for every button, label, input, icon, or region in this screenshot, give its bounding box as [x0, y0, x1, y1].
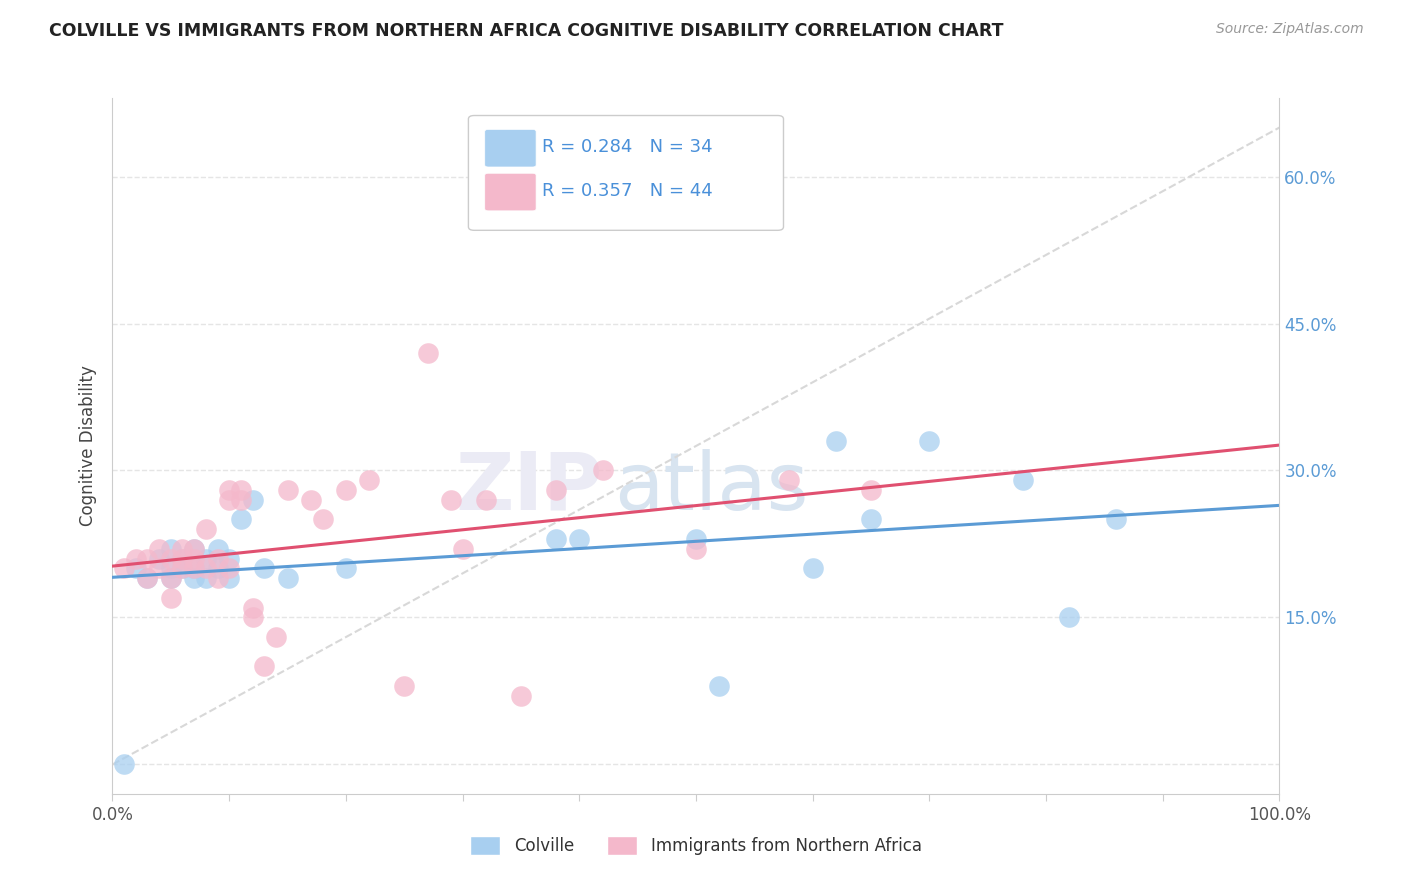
Point	[860, 512, 883, 526]
Point	[194, 551, 217, 566]
Point	[299, 492, 322, 507]
Point	[183, 551, 205, 566]
Point	[194, 561, 217, 575]
Point	[276, 571, 298, 585]
Point	[544, 532, 567, 546]
Text: R = 0.357   N = 44: R = 0.357 N = 44	[541, 182, 713, 200]
Point	[1105, 512, 1128, 526]
Point	[311, 512, 333, 526]
Point	[172, 541, 194, 556]
Point	[172, 551, 194, 566]
Text: COLVILLE VS IMMIGRANTS FROM NORTHERN AFRICA COGNITIVE DISABILITY CORRELATION CHA: COLVILLE VS IMMIGRANTS FROM NORTHERN AFR…	[49, 22, 1004, 40]
Point	[183, 571, 205, 585]
Point	[148, 541, 170, 556]
Point	[194, 571, 217, 585]
FancyBboxPatch shape	[485, 129, 536, 167]
Point	[394, 679, 416, 693]
Point	[160, 551, 183, 566]
Point	[160, 571, 183, 585]
Point	[183, 561, 205, 575]
Y-axis label: Cognitive Disability: Cognitive Disability	[79, 366, 97, 526]
Point	[509, 689, 531, 703]
Point	[709, 679, 731, 693]
FancyBboxPatch shape	[485, 173, 536, 211]
Point	[335, 483, 357, 497]
Point	[685, 541, 707, 556]
FancyBboxPatch shape	[468, 116, 783, 230]
Point	[253, 561, 276, 575]
Text: atlas: atlas	[614, 449, 808, 527]
Point	[242, 600, 264, 615]
Point	[229, 492, 252, 507]
Point	[160, 561, 183, 575]
Point	[125, 561, 148, 575]
Point	[218, 483, 240, 497]
Point	[359, 473, 381, 487]
Point	[1011, 473, 1033, 487]
Point	[335, 561, 357, 575]
Text: Source: ZipAtlas.com: Source: ZipAtlas.com	[1216, 22, 1364, 37]
Point	[112, 757, 135, 772]
Point	[183, 561, 205, 575]
Point	[1059, 610, 1081, 624]
Point	[685, 532, 707, 546]
Point	[918, 434, 941, 449]
Point	[592, 463, 614, 477]
Point	[207, 561, 229, 575]
Point	[136, 571, 159, 585]
Point	[242, 610, 264, 624]
Legend: Colville, Immigrants from Northern Africa: Colville, Immigrants from Northern Afric…	[464, 830, 928, 862]
Point	[218, 551, 240, 566]
Point	[778, 473, 800, 487]
Text: R = 0.284   N = 34: R = 0.284 N = 34	[541, 138, 713, 156]
Point	[568, 532, 591, 546]
Point	[416, 346, 439, 360]
Point	[207, 571, 229, 585]
Point	[183, 541, 205, 556]
Point	[860, 483, 883, 497]
Point	[160, 541, 183, 556]
Point	[475, 492, 498, 507]
Point	[218, 492, 240, 507]
Point	[160, 571, 183, 585]
Point	[172, 561, 194, 575]
Point	[253, 659, 276, 673]
Point	[229, 483, 252, 497]
Point	[183, 541, 205, 556]
Point	[218, 571, 240, 585]
Point	[451, 541, 474, 556]
Point	[264, 630, 287, 644]
Point	[148, 551, 170, 566]
Point	[160, 591, 183, 605]
Point	[148, 561, 170, 575]
Point	[825, 434, 848, 449]
Point	[229, 512, 252, 526]
Point	[112, 561, 135, 575]
Point	[218, 561, 240, 575]
Point	[276, 483, 298, 497]
Point	[125, 551, 148, 566]
Point	[194, 522, 217, 536]
Point	[136, 551, 159, 566]
Point	[207, 551, 229, 566]
Point	[544, 483, 567, 497]
Point	[207, 541, 229, 556]
Point	[136, 571, 159, 585]
Point	[172, 561, 194, 575]
Point	[801, 561, 824, 575]
Point	[242, 492, 264, 507]
Point	[172, 551, 194, 566]
Text: ZIP: ZIP	[456, 449, 603, 527]
Point	[440, 492, 463, 507]
